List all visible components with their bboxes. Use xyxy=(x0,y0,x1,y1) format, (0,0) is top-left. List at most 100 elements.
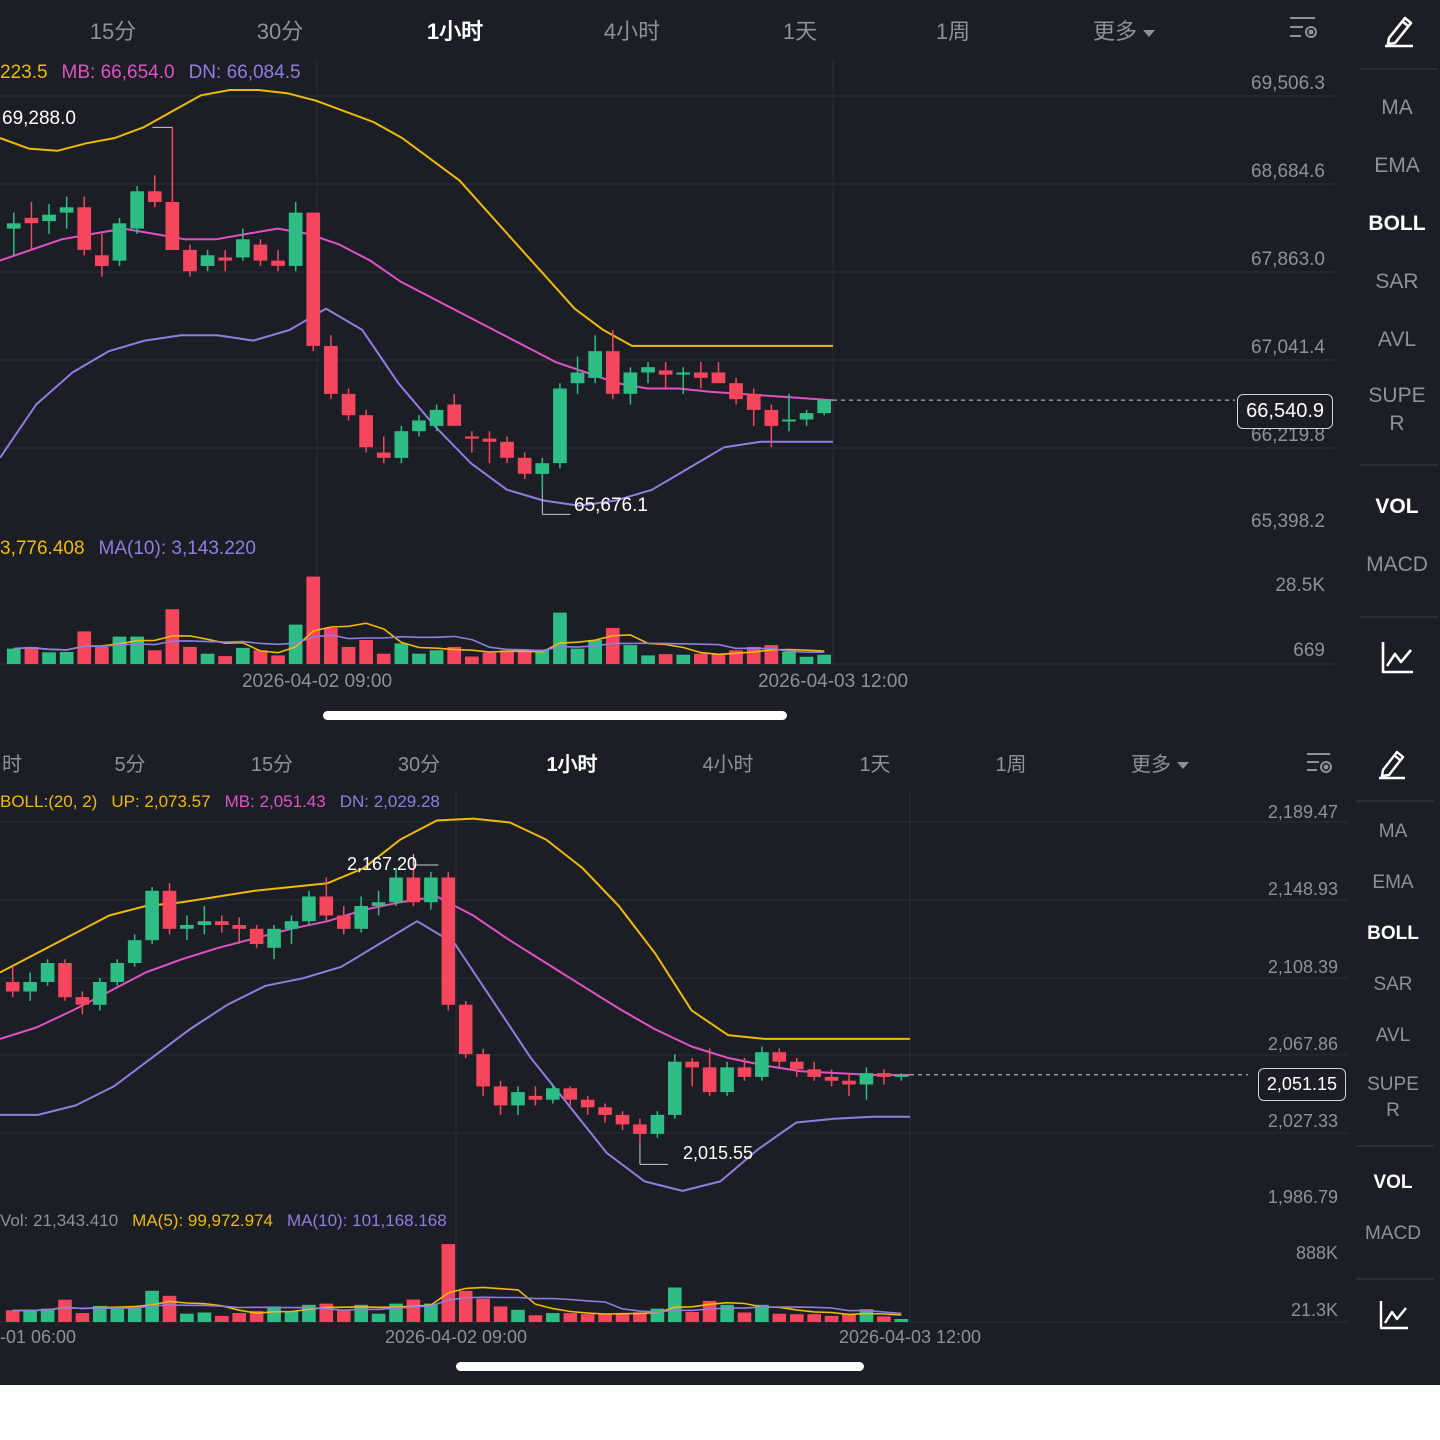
candle-body xyxy=(615,1114,630,1125)
volume-bar xyxy=(546,1313,560,1322)
indicator-macd[interactable]: MACD xyxy=(1366,553,1428,576)
indicator-boll[interactable]: BOLL xyxy=(1368,212,1426,235)
tab-1h[interactable]: 1小时 xyxy=(426,19,484,44)
candle-body xyxy=(112,223,127,261)
indicator-sar[interactable]: SAR xyxy=(1375,270,1419,293)
indicator-ema[interactable]: EMA xyxy=(1374,154,1420,177)
price-chart-eth[interactable] xyxy=(0,730,1440,1385)
indicator-macd[interactable]: MACD xyxy=(1365,1223,1421,1244)
indicator-avl[interactable]: AVL xyxy=(1377,328,1417,351)
price-chart-btc[interactable] xyxy=(0,0,1440,730)
boll-legend: BOLL:(20, 2) UP: 2,073.57 MB: 2,051.43 DN: … xyxy=(0,792,454,812)
vol-legend: 3,776.408 MA(10): 3,143.220 xyxy=(0,538,270,560)
indicator-super[interactable]: SUPE R xyxy=(1368,384,1426,435)
volume-bar xyxy=(112,636,127,664)
home-indicator[interactable] xyxy=(456,1362,864,1371)
tab-30m[interactable]: 30分 xyxy=(397,754,441,776)
volume-bar xyxy=(517,650,532,664)
tab-1d[interactable]: 1天 xyxy=(782,19,818,44)
current-price-label: 66,540.9 xyxy=(1237,394,1333,429)
candle-body xyxy=(165,202,180,250)
candle-body xyxy=(162,890,177,929)
volume-tick: 28.5K xyxy=(1275,575,1325,596)
candle-body xyxy=(623,372,638,394)
volume-bar xyxy=(694,653,708,664)
volume-bar xyxy=(633,1312,647,1322)
indicator-avl[interactable]: AVL xyxy=(1375,1025,1411,1046)
volume-bar xyxy=(288,624,303,664)
candle-body xyxy=(493,1086,508,1106)
time-label: 2026-04-02 09:00 xyxy=(384,1327,528,1347)
sidebar-divider xyxy=(1356,1278,1434,1280)
indicator-vol[interactable]: VOL xyxy=(1375,495,1419,518)
volume-bar xyxy=(511,1309,525,1322)
candle-body xyxy=(894,1074,909,1077)
candle-body xyxy=(650,1114,665,1134)
volume-bar xyxy=(658,654,673,664)
chart-line-icon[interactable] xyxy=(1379,638,1417,676)
indicator-ma[interactable]: MA xyxy=(1378,821,1408,842)
tab-1w[interactable]: 1周 xyxy=(995,754,1027,776)
candle-body xyxy=(183,249,197,272)
volume-bar xyxy=(598,1314,612,1322)
candle-body xyxy=(319,896,334,916)
candle-body xyxy=(371,902,386,906)
candle-body xyxy=(24,217,39,224)
tab-15m[interactable]: 15分 xyxy=(89,19,137,44)
tab-1w[interactable]: 1周 xyxy=(935,19,971,44)
tab-15m[interactable]: 15分 xyxy=(250,754,294,776)
high-price-label: 2,167.20 xyxy=(347,854,418,874)
candle-body xyxy=(6,223,21,229)
volume-bar xyxy=(40,1308,55,1322)
candle-body xyxy=(354,906,368,929)
home-indicator[interactable] xyxy=(323,711,787,720)
tab-4h[interactable]: 4小时 xyxy=(603,19,661,44)
volume-bar xyxy=(183,646,197,664)
tab-1d[interactable]: 1天 xyxy=(859,754,891,776)
candle-body xyxy=(465,436,479,439)
volume-bar xyxy=(23,1310,37,1322)
indicator-ema[interactable]: EMA xyxy=(1372,872,1414,893)
volume-bar xyxy=(429,650,444,664)
candle-body xyxy=(702,1067,717,1093)
indicator-ma[interactable]: MA xyxy=(1381,96,1413,119)
volume-bar xyxy=(58,1299,72,1322)
volume-bar xyxy=(641,655,655,664)
pencil-icon[interactable] xyxy=(1381,12,1417,48)
volume-bar xyxy=(110,1308,125,1322)
tab-1h[interactable]: 1小时 xyxy=(546,754,598,776)
candle-body xyxy=(711,372,726,384)
price-tick: 2,189.47 xyxy=(1267,802,1338,822)
sidebar-divider xyxy=(1360,68,1438,70)
candle-body xyxy=(658,370,673,375)
boll-mb-value: MB: 66,654.0 xyxy=(61,62,175,83)
indicator-boll[interactable]: BOLL xyxy=(1367,923,1419,944)
candle-body xyxy=(877,1073,891,1077)
volume-bar xyxy=(24,646,39,664)
indicator-super[interactable]: SUPE R xyxy=(1367,1074,1419,1121)
indicator-vol[interactable]: VOL xyxy=(1373,1172,1413,1193)
settings-icon[interactable] xyxy=(1304,748,1334,778)
indicator-sar[interactable]: SAR xyxy=(1373,974,1413,995)
tab-5m[interactable]: 5分 xyxy=(114,754,146,776)
time-label: 2026-04-03 12:00 xyxy=(757,671,909,692)
boll-dn-value: DN: 66,084.5 xyxy=(188,62,301,83)
volume-bar xyxy=(249,1310,264,1322)
candle-body xyxy=(842,1080,856,1085)
tab-more-label: 更多 xyxy=(1131,754,1171,776)
chart-line-icon[interactable] xyxy=(1377,1298,1411,1332)
volume-bar xyxy=(528,1315,543,1322)
tab-30m[interactable]: 30分 xyxy=(256,19,304,44)
candle-body xyxy=(406,877,421,903)
candle-body xyxy=(215,921,229,925)
pencil-icon[interactable] xyxy=(1375,746,1409,780)
tab-more[interactable]: 更多 xyxy=(1131,748,1189,777)
tab-partial[interactable]: 时 xyxy=(2,754,22,776)
boll-name: BOLL:(20, 2) xyxy=(0,792,98,811)
tab-more[interactable]: 更多 xyxy=(1093,14,1156,46)
candle-body xyxy=(824,1076,839,1081)
volume-bar xyxy=(877,1316,891,1322)
tab-4h[interactable]: 4小时 xyxy=(702,754,754,776)
settings-icon[interactable] xyxy=(1287,12,1319,44)
candle-body xyxy=(145,890,159,941)
